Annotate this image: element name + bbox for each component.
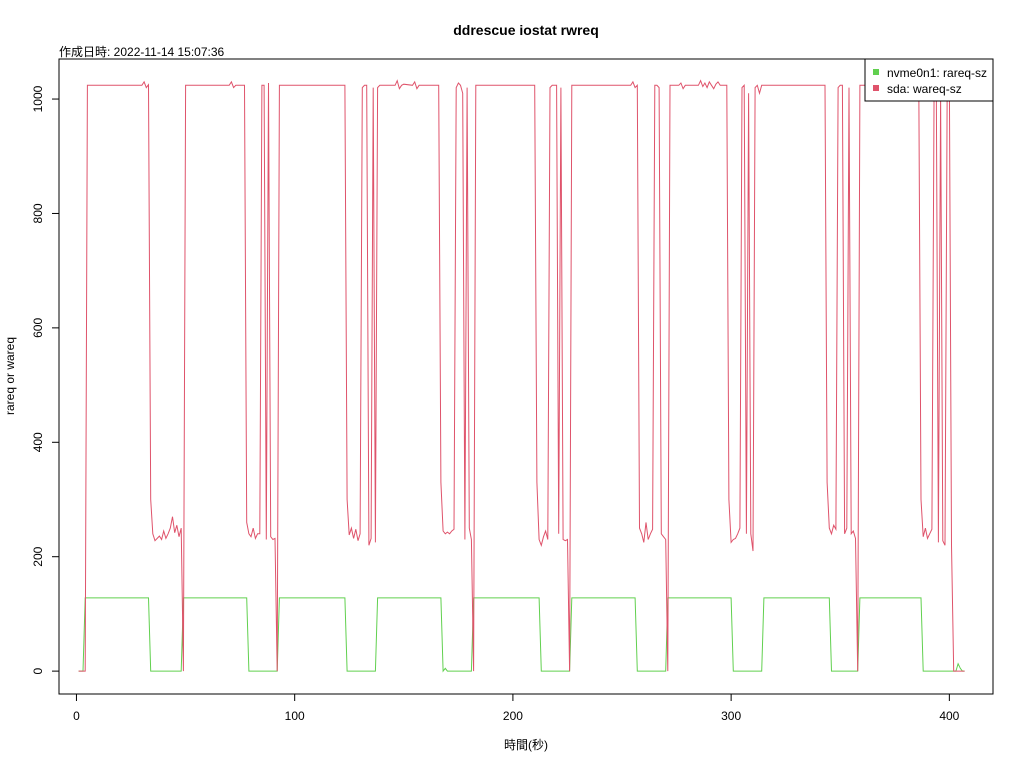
y-axis: 0 200 400 600 800 1000 — [31, 85, 60, 674]
x-tick-label: 100 — [285, 709, 305, 723]
chart-title: ddrescue iostat rwreq — [453, 22, 599, 38]
legend-swatch — [873, 85, 879, 91]
legend-box — [864, 58, 994, 102]
legend-label: sda: wareq-sz — [887, 82, 962, 96]
x-axis-label: 時間(秒) — [504, 738, 548, 752]
x-tick-label: 300 — [721, 709, 741, 723]
x-tick-label: 400 — [939, 709, 959, 723]
legend-label: nvme0n1: rareq-sz — [887, 66, 987, 80]
series-line-0 — [78, 597, 965, 673]
series-layer — [78, 79, 965, 673]
y-tick-label: 600 — [31, 318, 45, 338]
legend-swatch — [873, 69, 879, 75]
y-tick-label: 1000 — [31, 85, 45, 112]
x-axis: 0 100 200 300 400 — [73, 693, 960, 723]
series-line-1 — [78, 79, 965, 672]
y-tick-label: 200 — [31, 546, 45, 566]
legend: nvme0n1: rareq-sz sda: wareq-sz — [864, 58, 994, 102]
y-tick-label: 800 — [31, 203, 45, 223]
x-tick-label: 0 — [73, 709, 80, 723]
x-tick-label: 200 — [503, 709, 523, 723]
chart-subtitle: 作成日時: 2022-11-14 15:07:36 — [59, 45, 225, 59]
y-axis-label: rareq or wareq — [3, 337, 17, 415]
y-tick-label: 400 — [31, 432, 45, 452]
y-tick-label: 0 — [31, 667, 45, 674]
plot-frame — [58, 58, 994, 695]
